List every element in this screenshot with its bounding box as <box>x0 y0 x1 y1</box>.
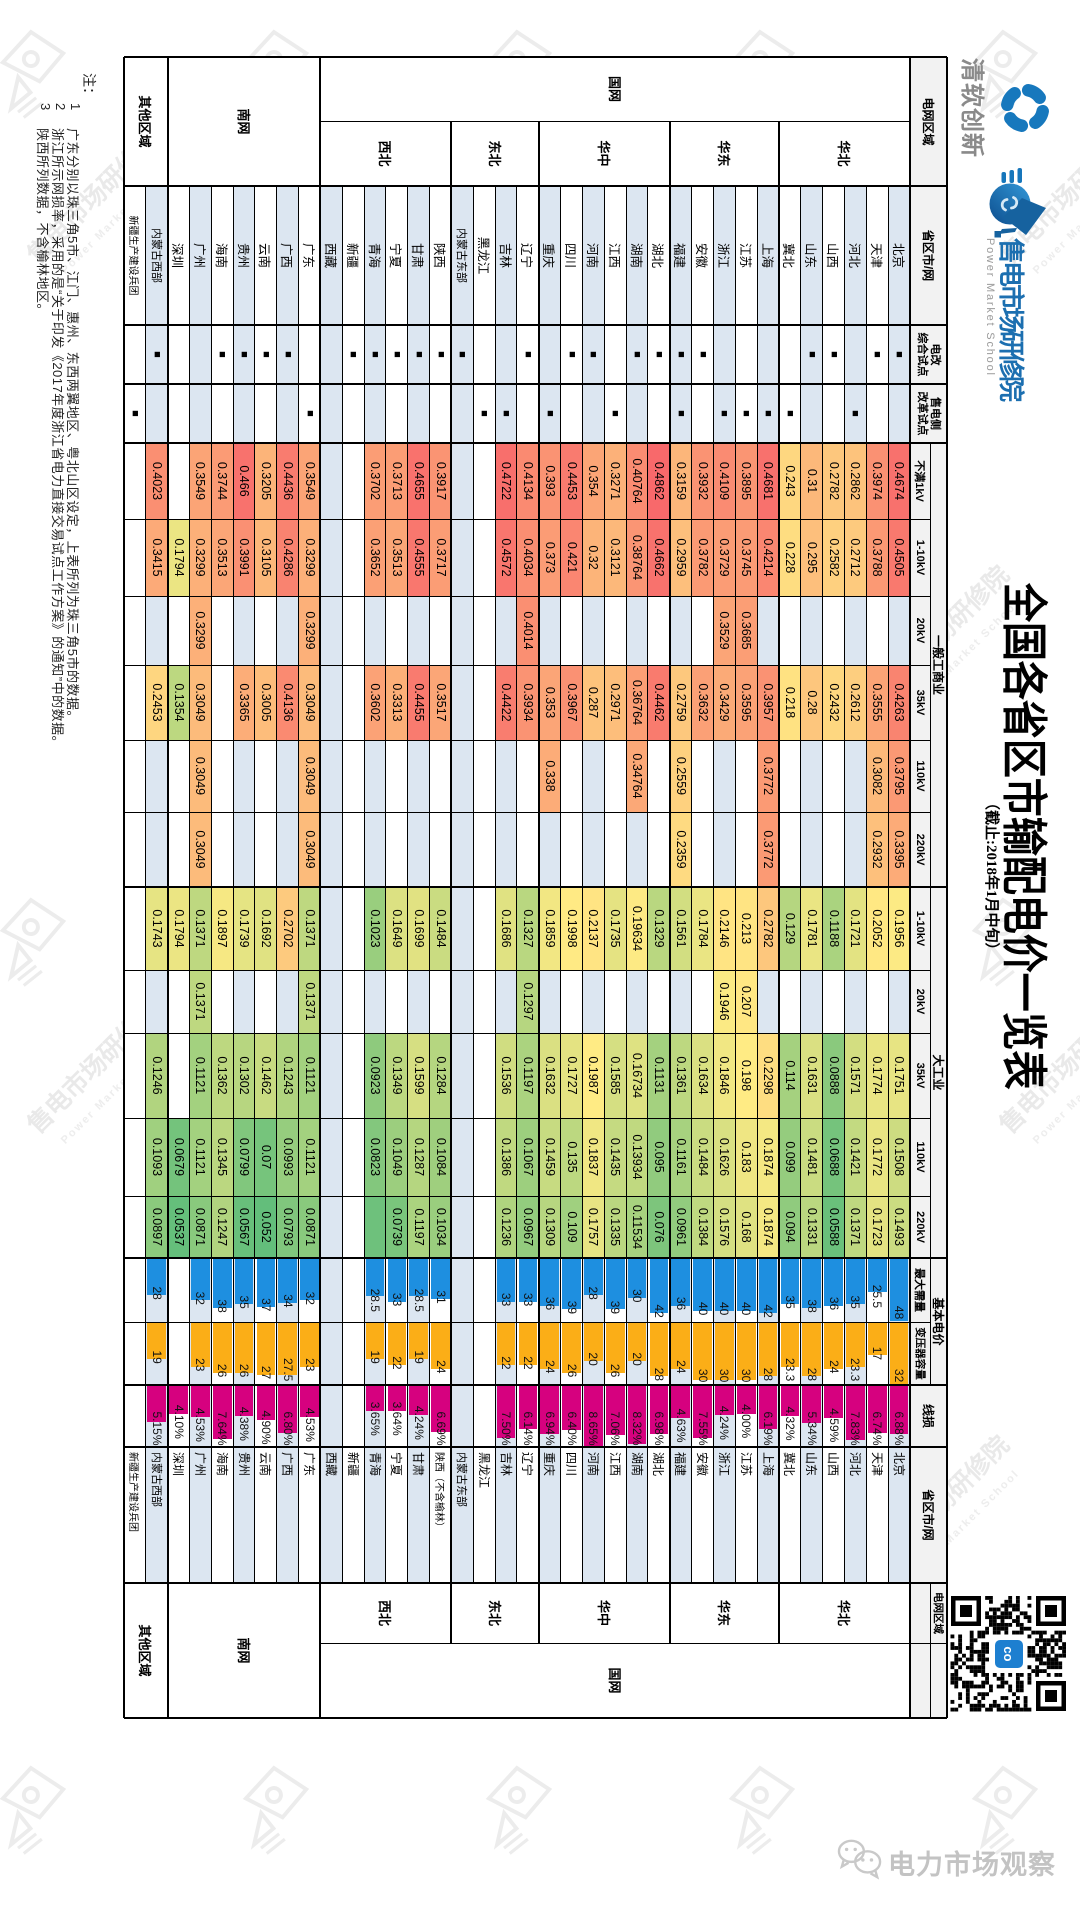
svg-text:co: co <box>1001 1646 1016 1661</box>
